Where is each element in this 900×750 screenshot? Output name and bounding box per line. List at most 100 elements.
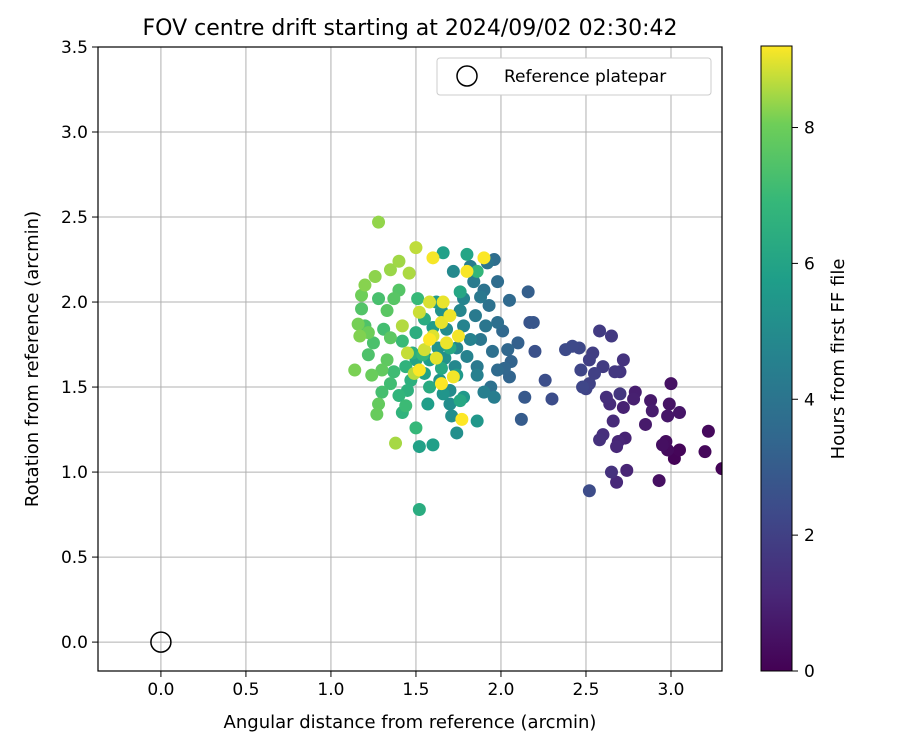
- y-axis-label: Rotation from reference (arcmin): [22, 211, 43, 507]
- scatter-point: [701, 424, 715, 438]
- scatter-point: [457, 319, 471, 333]
- scatter-point: [351, 317, 365, 331]
- scatter-point: [538, 373, 552, 387]
- scatter-point: [380, 353, 394, 367]
- scatter-point: [606, 414, 620, 428]
- scatter-point: [421, 397, 435, 411]
- scatter-point: [460, 247, 474, 261]
- x-tick-label: 0.0: [147, 680, 174, 700]
- scatter-point: [545, 392, 559, 406]
- scatter-point: [426, 438, 440, 452]
- colorbar-tick-label: 6: [804, 254, 815, 274]
- scatter-point: [453, 285, 467, 299]
- scatter-point: [412, 363, 426, 377]
- scatter-point: [715, 462, 722, 476]
- scatter-point: [460, 349, 474, 363]
- scatter-point: [365, 368, 379, 382]
- scatter-point: [470, 368, 484, 382]
- legend-box: [436, 57, 712, 96]
- scatter-point: [610, 440, 624, 454]
- legend-marker-open-circle: [456, 65, 478, 87]
- x-tick-label: 2.5: [572, 680, 599, 700]
- scatter-point: [627, 392, 641, 406]
- scatter-point: [482, 298, 496, 312]
- scatter-point: [672, 406, 686, 420]
- scatter-point: [610, 475, 624, 489]
- y-tick-label: 0.0: [61, 633, 88, 653]
- scatter-point: [434, 361, 448, 375]
- scatter-point: [443, 397, 457, 411]
- scatter-point: [470, 264, 484, 278]
- scatter-point: [620, 463, 634, 477]
- y-tick-label: 0.5: [61, 548, 88, 568]
- scatter-point: [608, 365, 622, 379]
- scatter-point: [664, 377, 678, 391]
- legend: Reference platepar: [436, 57, 712, 96]
- scatter-point: [348, 363, 362, 377]
- scatter-point: [582, 353, 596, 367]
- scatter-point: [501, 343, 515, 357]
- scatter-point: [470, 414, 484, 428]
- scatter-point: [429, 351, 443, 365]
- scatter-point: [599, 390, 613, 404]
- scatter-point: [389, 436, 403, 450]
- scatter-point: [491, 315, 505, 329]
- scatter-point: [487, 390, 501, 404]
- scatter-point: [355, 288, 369, 302]
- scatter-point: [616, 400, 630, 414]
- scatter-point: [434, 377, 448, 391]
- colorbar-ticks: 0 2 4 6 8: [792, 119, 815, 682]
- scatter-point: [450, 426, 464, 440]
- scatter-point: [370, 407, 384, 421]
- scatter-point: [423, 332, 437, 346]
- scatter-point: [409, 241, 423, 255]
- scatter-point: [559, 343, 573, 357]
- scatter-point: [616, 353, 630, 367]
- colorbar-tick-label: 4: [804, 390, 815, 410]
- scatter-point: [604, 329, 618, 343]
- y-axis-ticks: 0.0 0.5 1.0 1.5 2.0 2.5 3.0 3.5: [61, 38, 98, 653]
- scatter-point: [372, 292, 386, 306]
- scatter-point: [387, 365, 401, 379]
- scatter-point: [392, 389, 406, 403]
- scatter-point: [436, 295, 450, 309]
- scatter-point: [645, 404, 659, 418]
- scatter-point: [593, 324, 607, 338]
- scatter-point: [387, 292, 401, 306]
- scatter-point: [644, 394, 658, 408]
- y-tick-label: 3.5: [61, 38, 88, 58]
- scatter-point: [698, 445, 712, 459]
- scatter-point: [652, 474, 666, 488]
- scatter-point: [423, 380, 437, 394]
- colorbar-tick-label: 2: [804, 526, 815, 546]
- scatter-point: [402, 266, 416, 280]
- scatter-point: [417, 343, 431, 357]
- scatter-point: [361, 348, 375, 362]
- scatter-point: [400, 346, 414, 360]
- scatter-point: [474, 290, 488, 304]
- scatter-point: [383, 331, 397, 345]
- scatter-point: [613, 387, 627, 401]
- scatter-point: [502, 293, 516, 307]
- scatter-point: [375, 363, 389, 377]
- scatter-point: [582, 484, 596, 498]
- scatter-point: [440, 336, 454, 350]
- scatter-point: [355, 302, 369, 316]
- scatter-point: [474, 332, 488, 346]
- scatter-point: [426, 251, 440, 265]
- scatter-point: [353, 329, 367, 343]
- scatter-point: [372, 397, 386, 411]
- colorbar-tick-label: 8: [804, 119, 815, 139]
- scatter-point: [460, 264, 474, 278]
- scatter-point: [518, 390, 532, 404]
- scatter-point: [479, 319, 493, 333]
- scatter-point: [366, 336, 380, 350]
- scatter-point: [412, 440, 426, 454]
- scatter-point: [593, 433, 607, 447]
- scatter-point: [453, 394, 467, 408]
- scatter-point: [409, 421, 423, 435]
- scatter-point: [412, 305, 426, 319]
- y-tick-label: 2.5: [61, 208, 88, 228]
- scatter-point: [411, 292, 425, 306]
- scatter-point: [375, 385, 389, 399]
